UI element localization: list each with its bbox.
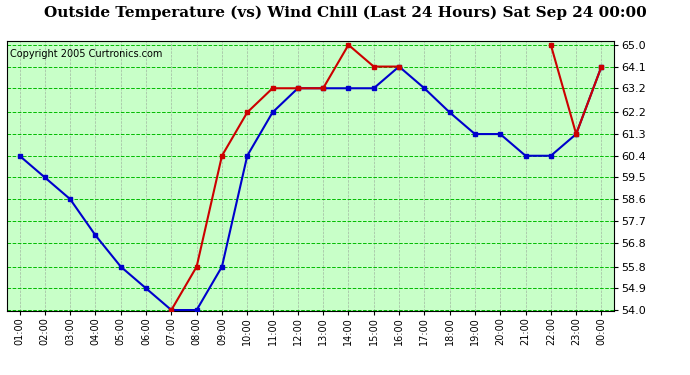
Text: Copyright 2005 Curtronics.com: Copyright 2005 Curtronics.com — [10, 50, 162, 59]
Text: Outside Temperature (vs) Wind Chill (Last 24 Hours) Sat Sep 24 00:00: Outside Temperature (vs) Wind Chill (Las… — [43, 6, 647, 20]
